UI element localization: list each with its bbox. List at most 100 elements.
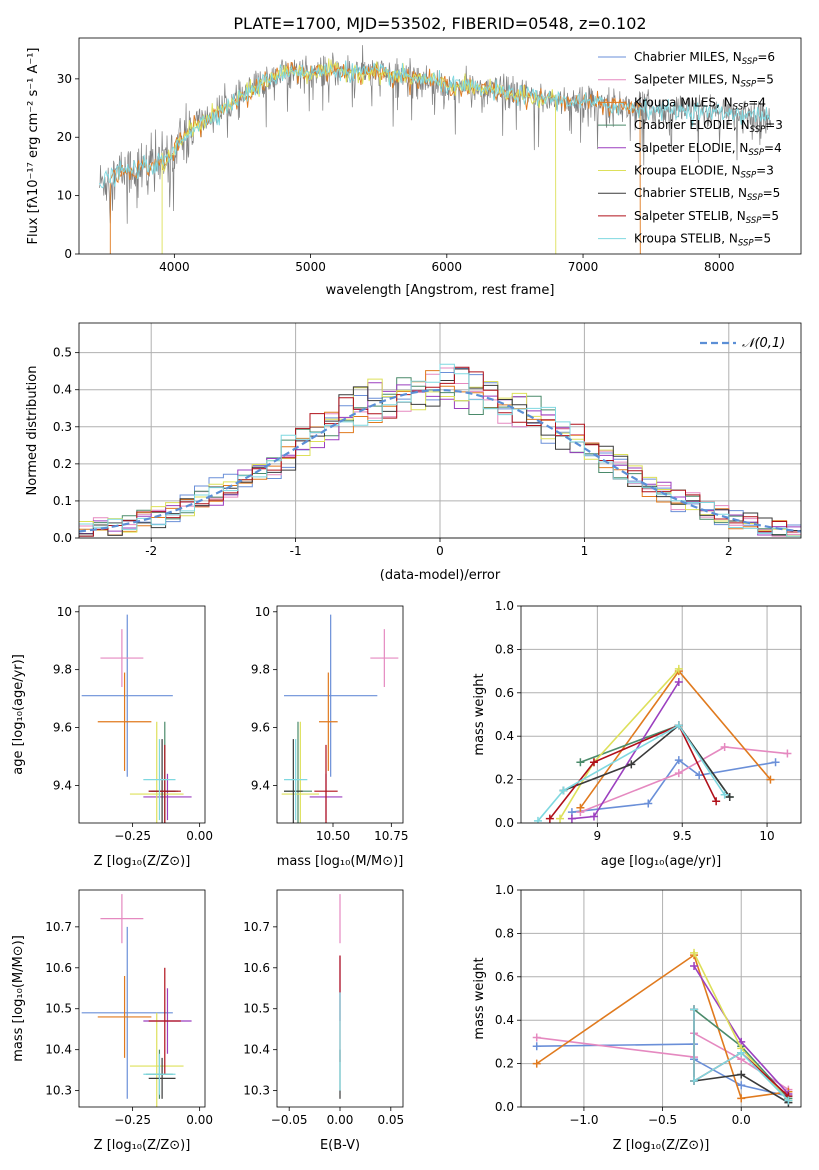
mass_vs_ebv-ytick-label: 10.4 <box>243 1043 270 1057</box>
mass_vs_ebv-panel: −0.05 0.00 0.05 10.3 10.4 10.5 10.6 10.7 E(B-V) <box>243 889 404 1153</box>
mass_vs_ebv-xtick-label: 0.05 <box>377 1113 404 1127</box>
weight_vs_age-series-marker <box>627 760 636 769</box>
legend-entry-sub: SSP <box>747 193 763 203</box>
residuals-marks <box>79 363 801 537</box>
weight_vs_age-ytick-label: 0.2 <box>495 773 514 787</box>
mass_vs_ebv-ytick-label: 10.3 <box>243 1084 270 1098</box>
weight_vs_age-ytick-label: 0.6 <box>495 686 514 700</box>
weight_vs_age-series-marker <box>712 797 721 806</box>
weight_vs_Z-ytick-label: 0.8 <box>495 926 514 940</box>
legend-entry-text: Kroupa STELIB, N <box>634 232 738 246</box>
legend-entry-sub: SSP <box>742 57 758 67</box>
weight_vs_Z-xtick-label: 0.0 <box>732 1113 751 1127</box>
weight_vs_age-series-marker <box>674 769 683 778</box>
weight_vs_Z-ytick-label: 0.6 <box>495 970 514 984</box>
mass_vs_Z-xtick-label: −0.25 <box>114 1113 151 1127</box>
mass_vs_Z-ytick-label: 10.6 <box>45 961 72 975</box>
age_vs_mass-ytick-label: 9.6 <box>251 721 270 735</box>
weight_vs_Z-series-marker <box>737 1048 746 1057</box>
spectrum-panel: 4000 5000 6000 7000 8000 0 10 20 30 wavelength [A… <box>26 37 802 298</box>
weight_vs_Z-marks <box>532 948 793 1107</box>
age_vs_mass-panel: 10.50 10.75 9.4 9.6 9.8 10 mass [log₁₀(M/M⊙)] <box>251 605 409 869</box>
age_vs_mass-ytick-label: 9.4 <box>251 778 270 792</box>
legend-entry-count: =4 <box>764 141 782 155</box>
spectrum-xtick-label: 7000 <box>568 260 599 274</box>
age_vs_Z-ytick-label: 9.6 <box>53 721 72 735</box>
residuals-ytick-label: 0.5 <box>53 346 72 360</box>
age_vs_mass-xtick-label: 10.50 <box>316 829 350 843</box>
legend-entry-sub: SSP <box>741 80 757 90</box>
age_vs_Z-xtick-label: 0.00 <box>186 829 213 843</box>
weight_vs_age-series-marker <box>674 664 683 673</box>
legend-entry-text: Kroupa MILES, N <box>634 95 733 109</box>
legend-entry-sub: SSP <box>738 239 754 249</box>
mass_vs_Z-xlabel: Z [log₁₀(Z/Z⊙)] <box>94 1138 191 1153</box>
weight_vs_age-xtick-label: 10 <box>759 829 774 843</box>
residuals-xtick-label: -2 <box>145 544 157 558</box>
age_vs_Z-xlabel: Z [log₁₀(Z/Z⊙)] <box>94 854 191 869</box>
age_vs_mass-xtick-label: 10.75 <box>374 829 408 843</box>
age_vs_mass-ytick-label: 9.8 <box>251 663 270 677</box>
legend-normal-label: 𝒩(0,1) <box>742 336 785 351</box>
weight_vs_age-series-marker <box>766 775 775 784</box>
age_vs_Z-ylabel: age [log₁₀(age/yr)] <box>11 654 26 775</box>
normal-reference-curve <box>79 388 801 533</box>
mass_vs_Z-ytick-label: 10.5 <box>45 1002 72 1016</box>
spectrum-xtick-label: 5000 <box>295 260 326 274</box>
weight_vs_age-series-line <box>549 724 717 820</box>
legend-entry-count: =3 <box>765 118 783 132</box>
weight_vs_Z-xlabel: Z [log₁₀(Z/Z⊙)] <box>613 1138 710 1153</box>
weight_vs_age-ytick-label: 0.4 <box>495 729 514 743</box>
weight_vs_Z-series-marker <box>737 1070 746 1079</box>
residual-histogram-kroupa-stelib <box>79 363 801 537</box>
mass_vs_Z-ytick-label: 10.3 <box>45 1084 72 1098</box>
mass_vs_ebv-ytick-label: 10.6 <box>243 961 270 975</box>
weight_vs_Z-series-marker <box>737 1081 746 1090</box>
legend-entry-text: Salpeter ELODIE, N <box>634 141 748 155</box>
age_vs_Z-frame <box>78 605 206 824</box>
legend-entry-sub: SSP <box>750 125 766 135</box>
legend-entry: Kroupa STELIB, NSSP=5 <box>634 232 771 249</box>
weight_vs_age-series-marker <box>674 677 683 686</box>
legend-entry-count: =4 <box>748 95 766 109</box>
weight_vs_age-ytick-label: 0.8 <box>495 642 514 656</box>
spectrum-ytick-label: 30 <box>57 72 72 86</box>
age_vs_Z-ytick-label: 9.8 <box>53 663 72 677</box>
weight_vs_age-series-marker <box>771 758 780 767</box>
age_vs_mass-ytick-label: 10 <box>255 605 270 619</box>
age_vs_Z-marks <box>81 614 192 823</box>
residuals-ytick-label: 0.3 <box>53 420 72 434</box>
weight_vs_Z-ytick-label: 0.4 <box>495 1013 514 1027</box>
weight_vs_age-series-marker <box>545 814 554 823</box>
weight_vs_Z-series-marker <box>532 1042 541 1051</box>
weight_vs_age-series-marker <box>674 721 683 730</box>
weight_vs_age-xtick-label: 9.5 <box>673 829 692 843</box>
legend-entry-sub: SSP <box>741 171 757 181</box>
weight_vs_Z-series-marker <box>532 1059 541 1068</box>
spectrum-model-line <box>98 60 771 189</box>
weight_vs_age-series-marker <box>725 792 734 801</box>
residuals-xtick-label: 0 <box>436 544 444 558</box>
mass_vs_Z-frame <box>78 889 206 1108</box>
spectrum-ytick-label: 0 <box>64 247 72 261</box>
weight_vs_Z-series-line <box>693 1009 789 1102</box>
weight_vs_Z-frame <box>520 889 802 1108</box>
weight_vs_Z-series-marker <box>690 1005 699 1014</box>
legend-entry-count: =5 <box>756 73 774 87</box>
weight_vs_age-series-marker <box>644 799 653 808</box>
legend-entry: Salpeter STELIB, NSSP=5 <box>634 209 779 226</box>
weight_vs_Z-series-marker <box>690 948 699 957</box>
weight_vs_Z-ylabel: mass weight <box>472 957 487 1039</box>
spectrum-xlabel: wavelength [Angstrom, rest frame] <box>326 283 555 298</box>
weight_vs_age-series-marker <box>720 790 729 799</box>
weight_vs_Z-series-line <box>536 953 789 1100</box>
mass_vs_ebv-xlabel: E(B-V) <box>320 1138 360 1153</box>
residuals-xtick-label: -1 <box>290 544 302 558</box>
residuals-xtick-label: 2 <box>725 544 733 558</box>
legend-entry-text: Salpeter STELIB, N <box>634 209 746 223</box>
spectrum-ytick-label: 20 <box>57 130 72 144</box>
weight_vs_age-ylabel: mass weight <box>472 673 487 755</box>
residuals-ytick-label: 0.4 <box>53 383 72 397</box>
mass_vs_Z-ytick-label: 10.4 <box>45 1043 72 1057</box>
mass_vs_Z-xtick-label: 0.00 <box>186 1113 213 1127</box>
